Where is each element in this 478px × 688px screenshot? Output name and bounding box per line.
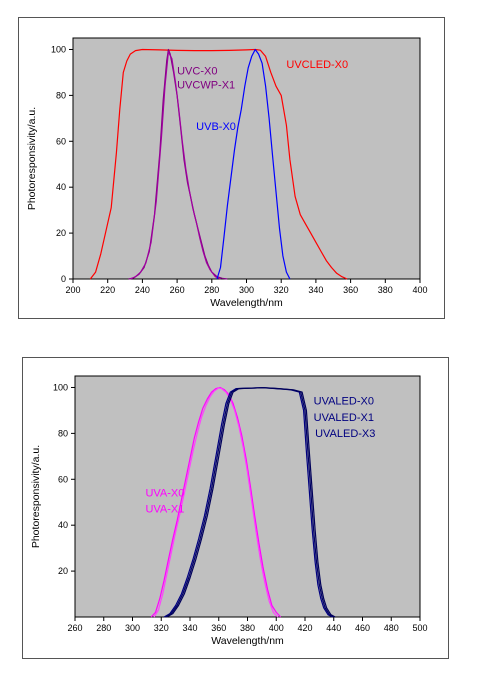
chart-1-label-uvb-x0: UVB-X0 bbox=[196, 121, 236, 133]
chart-2-label-uva-x0: UVA-X0 bbox=[145, 488, 184, 500]
chart-2-y-tick-label: 60 bbox=[58, 474, 68, 484]
chart-1-y-tick-label: 100 bbox=[51, 44, 66, 54]
chart-1-x-tick-label: 380 bbox=[378, 285, 393, 295]
chart-2-x-tick-label: 480 bbox=[384, 623, 399, 633]
chart-1-x-axis-title: Wavelength/nm bbox=[210, 297, 283, 309]
chart-1-x-tick-label: 280 bbox=[204, 285, 219, 295]
chart-2-y-tick-label: 20 bbox=[58, 566, 68, 576]
chart-1-label-uvcwp-x1: UVCWP-X1 bbox=[177, 79, 235, 91]
chart-2-series-uva-x1 bbox=[153, 387, 279, 618]
chart-1-x-tick-label: 300 bbox=[239, 285, 254, 295]
chart-1-y-tick-label: 60 bbox=[56, 136, 66, 146]
chart-2-y-tick-label: 80 bbox=[58, 428, 68, 438]
chart-1-series-uvb-x0 bbox=[216, 48, 291, 280]
chart-2-series-uva-x0 bbox=[150, 386, 282, 618]
chart-2-x-tick-label: 400 bbox=[269, 623, 284, 633]
chart-1-svg: 200 220 240 260 280 300 320 340 360 380 400 0 20 40 60… bbox=[26, 37, 428, 309]
chart-2-plot-area bbox=[74, 375, 421, 618]
chart-2-x-tick-label: 340 bbox=[182, 623, 197, 633]
chart-1-y-tick-label: 40 bbox=[56, 182, 66, 192]
chart-2-x-tick-label: 360 bbox=[211, 623, 226, 633]
chart-2-label-uva-x1: UVA-X1 bbox=[145, 504, 184, 516]
chart-2-label-uvaled-x0: UVALED-X0 bbox=[314, 396, 374, 408]
chart-1-x-tick-label: 200 bbox=[65, 285, 80, 295]
chart-2-x-tick-label: 500 bbox=[412, 623, 427, 633]
chart-1-y-tick-label: 20 bbox=[56, 228, 66, 238]
chart-2-y-tick-label: 40 bbox=[58, 520, 68, 530]
chart-2-label-uvaled-x3: UVALED-X3 bbox=[315, 428, 375, 440]
chart-1-x-tick-label: 260 bbox=[170, 285, 185, 295]
chart-2-x-tick-label: 320 bbox=[154, 623, 169, 633]
chart-1-label-uvcled-x0: UVCLED-X0 bbox=[286, 59, 348, 71]
chart-2-x-tick-label: 280 bbox=[96, 623, 111, 633]
chart-2-x-tick-label: 460 bbox=[355, 623, 370, 633]
chart-2-label-uvaled-x1: UVALED-X1 bbox=[314, 412, 374, 424]
chart-2-y-tick-label: 100 bbox=[53, 382, 68, 392]
chart-1-x-tick-label: 360 bbox=[343, 285, 358, 295]
chart-1-x-tick-label: 320 bbox=[274, 285, 289, 295]
chart-1-y-tick-label: 80 bbox=[56, 90, 66, 100]
chart-1-y-tick-label: 0 bbox=[61, 274, 66, 284]
chart-uvc-uvb: 200 220 240 260 280 300 320 340 360 380 400 0 20 40 60… bbox=[18, 17, 445, 319]
chart-1-x-tick-label: 340 bbox=[308, 285, 323, 295]
chart-2-x-tick-label: 380 bbox=[240, 623, 255, 633]
chart-1-y-axis-title: Photoresponsivity/a.u. bbox=[26, 107, 38, 210]
chart-1-series-uvcwp-x1 bbox=[130, 51, 221, 280]
chart-1-x-tick-label: 400 bbox=[412, 285, 427, 295]
chart-2-x-axis-title: Wavelength/nm bbox=[211, 635, 284, 647]
chart-1-label-uvc-x0: UVC-X0 bbox=[177, 66, 217, 78]
chart-uva: 260 280 300 320 340 360 380 400 420 440 460 480 500 2… bbox=[22, 357, 449, 659]
chart-2-x-tick-label: 420 bbox=[297, 623, 312, 633]
chart-1-x-tick-label: 240 bbox=[135, 285, 150, 295]
chart-2-svg: 260 280 300 320 340 360 380 400 420 440 460 480 500 2… bbox=[30, 375, 428, 647]
chart-2-x-tick-label: 300 bbox=[125, 623, 140, 633]
chart-2-y-axis-title: Photoresponsivity/a.u. bbox=[30, 445, 42, 548]
chart-2-series-uvaled-x3 bbox=[166, 387, 336, 618]
chart-2-x-tick-label: 440 bbox=[326, 623, 341, 633]
chart-2-x-tick-label: 260 bbox=[67, 623, 82, 633]
chart-1-x-tick-label: 220 bbox=[100, 285, 115, 295]
